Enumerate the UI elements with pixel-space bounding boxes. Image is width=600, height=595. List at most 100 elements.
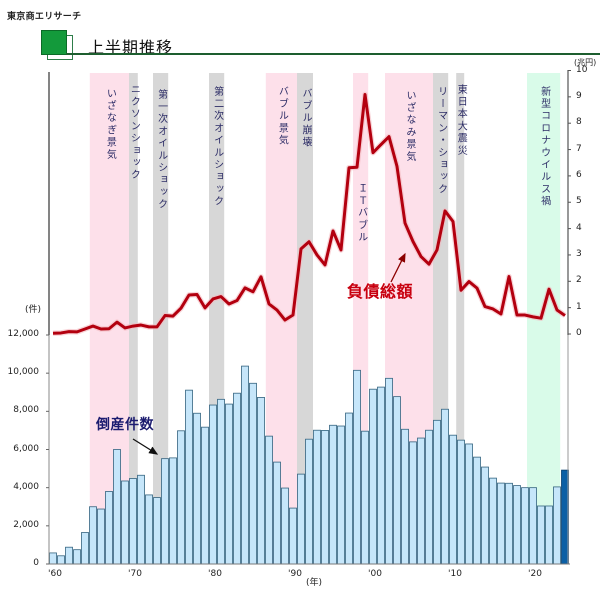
x-axis-tick-label: '10: [448, 569, 462, 579]
bar: [537, 505, 545, 565]
bar: [305, 438, 313, 565]
x-axis-tick-label: '90: [288, 569, 302, 579]
bar: [361, 430, 369, 565]
x-axis-tick-label: '80: [208, 569, 222, 579]
bar: [441, 408, 449, 565]
left-axis-tick-label: 4,000: [13, 481, 39, 492]
bar: [161, 458, 169, 565]
period-band-label: バブル景気: [276, 86, 288, 147]
bar: [481, 466, 489, 565]
right-axis-tick-label: 6: [576, 169, 582, 180]
bar: [417, 437, 425, 565]
bankruptcy-count-annotation: 倒産件数: [96, 417, 154, 433]
bar: [321, 430, 329, 565]
bar: [57, 555, 65, 565]
company-name: 東京商エリサーチ: [7, 12, 82, 22]
bar: [121, 480, 129, 565]
period-band-label: リーマン・ショック: [435, 86, 447, 196]
x-axis-unit: (年): [306, 578, 323, 588]
bar: [313, 429, 321, 565]
period-band-label: 第二次オイルショック: [211, 86, 223, 208]
bar: [113, 449, 121, 565]
bar: [281, 487, 289, 565]
bar: [545, 505, 553, 565]
right-axis-tick-label: 5: [576, 196, 582, 207]
bar: [65, 546, 73, 565]
left-axis-tick-label: 0: [33, 558, 39, 568]
bar: [105, 491, 113, 565]
bar: [249, 382, 257, 565]
right-axis-tick-label: 9: [576, 90, 582, 101]
bar: [497, 482, 505, 565]
right-axis-tick-label: 4: [576, 222, 582, 233]
bar: [337, 425, 345, 565]
bar: [473, 456, 481, 565]
count-arrow-icon: [132, 438, 159, 455]
period-band-label: 第一次オイルショック: [155, 89, 167, 211]
period-band-label: ＩＴバブル: [355, 183, 367, 244]
bar: [521, 487, 529, 565]
right-axis-tick-label: 3: [576, 248, 582, 259]
bar: [241, 365, 249, 565]
x-axis-tick-label: '20: [528, 569, 542, 579]
period-band: [129, 73, 138, 564]
bar: [513, 485, 521, 565]
bar: [265, 435, 273, 565]
right-axis-tick-label: 2: [576, 275, 582, 286]
bar: [233, 392, 241, 565]
axes: [46, 70, 571, 565]
bar: [193, 412, 201, 565]
bar: [217, 398, 225, 565]
bar: [449, 434, 457, 565]
right-axis-tick-label: 8: [576, 117, 582, 128]
bar: [209, 404, 217, 565]
bar: [457, 439, 465, 565]
bar: [561, 469, 569, 565]
page-title: 上半期推移: [88, 38, 174, 57]
right-axis-tick-label: 1: [576, 301, 582, 312]
bar: [329, 424, 337, 565]
bar: [409, 441, 417, 565]
bar: [89, 506, 97, 565]
bar: [137, 474, 145, 565]
left-axis-unit: (件): [25, 305, 42, 315]
x-axis-tick-label: '00: [368, 569, 382, 579]
x-axis-tick-label: '70: [128, 569, 142, 579]
bar: [185, 389, 193, 565]
period-band-label: いざなぎ景気: [104, 88, 116, 162]
bar: [385, 377, 393, 565]
bar: [425, 429, 433, 565]
title-marker-square-icon: [41, 30, 67, 55]
bar: [529, 487, 537, 565]
bar: [465, 443, 473, 565]
left-axis-tick-label: 8,000: [13, 405, 39, 416]
left-axis-tick-label: 6,000: [13, 443, 39, 454]
bar: [225, 403, 233, 565]
bar: [257, 397, 265, 565]
debt-arrow-icon: [390, 252, 406, 283]
bar: [377, 386, 385, 565]
bar: [129, 478, 137, 565]
period-band: [456, 73, 465, 564]
period-band-label: 東日本大震災: [455, 84, 467, 158]
bar: [73, 549, 81, 565]
bankruptcy-count-bars: [49, 365, 569, 565]
bar: [489, 477, 497, 565]
debt-total-annotation: 負債総額: [347, 282, 414, 301]
bar: [169, 457, 177, 565]
left-axis-tick-label: 10,000: [7, 367, 40, 378]
debt-line: [52, 92, 566, 335]
bar: [297, 473, 305, 565]
bar: [393, 396, 401, 565]
bar: [553, 486, 561, 565]
period-band-label: バブル崩壊: [300, 88, 311, 149]
bar: [345, 412, 353, 565]
bar: [201, 426, 209, 565]
bar: [369, 388, 377, 565]
bar: [81, 532, 89, 565]
left-axis-tick-label: 2,000: [13, 519, 39, 530]
bar: [433, 419, 441, 565]
right-axis-tick-label: 10: [576, 64, 588, 75]
period-band-label: 新型コロナウイルス禍: [538, 86, 550, 208]
